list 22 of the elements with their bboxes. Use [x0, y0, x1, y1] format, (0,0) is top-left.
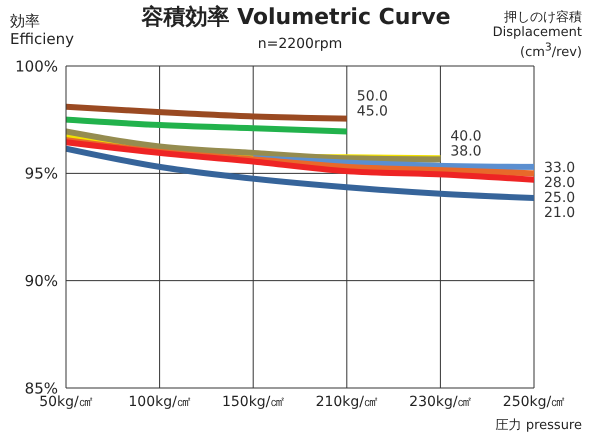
x-tick-label: 150kg/㎠ — [222, 394, 284, 410]
y-axis-title: 効率 Efficieny — [10, 12, 74, 48]
x-tick-label: 100kg/㎠ — [128, 394, 191, 410]
series-label: 38.0 — [450, 143, 482, 160]
chart-title: 容積効率 Volumetric Curve — [141, 5, 451, 30]
x-tick-label: 50kg/㎠ — [39, 394, 93, 410]
chart-subtitle: n=2200rpm — [258, 36, 342, 52]
x-axis-title: 圧力 pressure — [496, 417, 582, 434]
series-label: 28.0 — [544, 174, 576, 191]
y-tick-label: 100% — [15, 57, 58, 76]
series-label: 25.0 — [544, 190, 576, 206]
legend-title: 押しのけ容積 Displacement (cm$^{3}$/rev) — [492, 10, 582, 60]
x-tick-label: 250kg/㎠ — [502, 394, 566, 410]
series-label: 50.0 — [356, 88, 388, 105]
y-tick-label: 90% — [24, 272, 58, 290]
series-label: 33.0 — [544, 160, 576, 176]
series-label: 40.0 — [450, 128, 482, 144]
series-label: 45.0 — [356, 104, 388, 120]
x-tick-label: 210kg/㎠ — [316, 394, 378, 410]
x-tick-label: 230kg/㎠ — [409, 394, 472, 410]
y-tick-label: 95% — [24, 164, 58, 183]
series-label: 21.0 — [544, 204, 576, 221]
